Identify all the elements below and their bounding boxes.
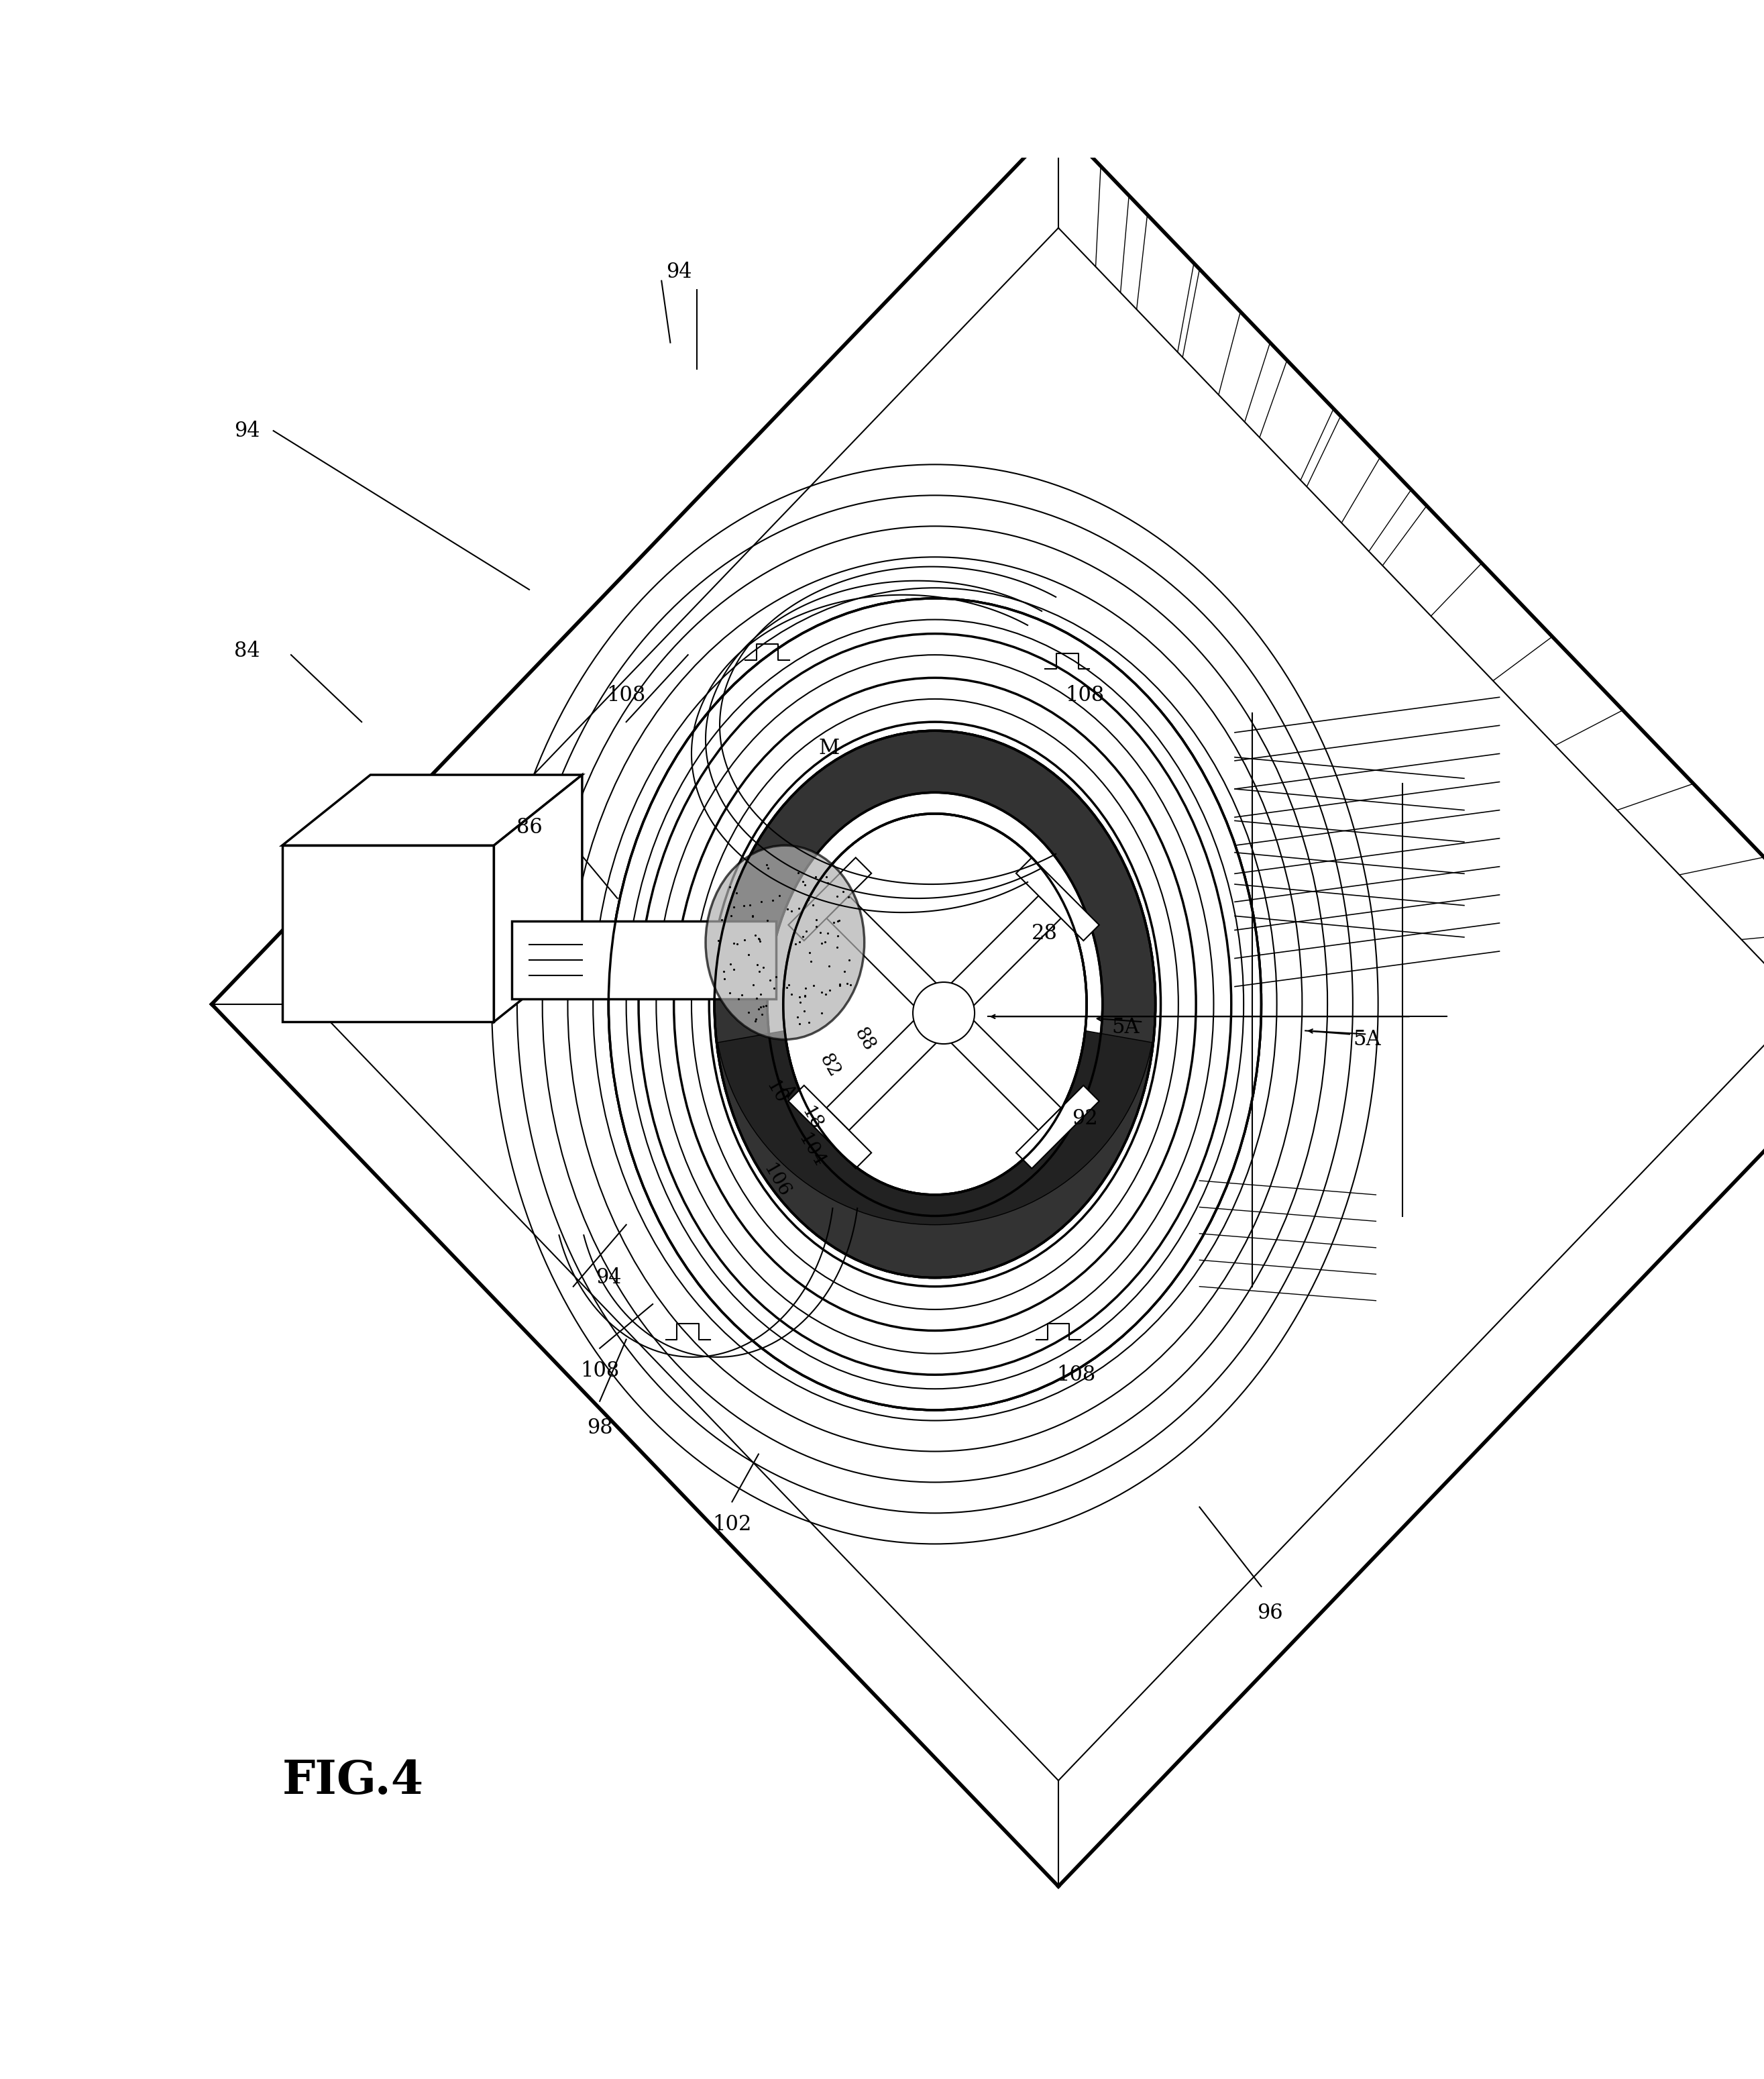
Text: 96: 96 <box>1258 1603 1282 1624</box>
Text: 5A: 5A <box>1353 1029 1381 1050</box>
Polygon shape <box>512 921 776 998</box>
Polygon shape <box>827 896 954 1025</box>
Ellipse shape <box>609 599 1261 1410</box>
Ellipse shape <box>706 846 864 1040</box>
Ellipse shape <box>656 655 1214 1353</box>
Polygon shape <box>789 1085 871 1168</box>
Text: 86: 86 <box>517 817 542 838</box>
Polygon shape <box>1016 857 1099 940</box>
Polygon shape <box>1016 1085 1099 1168</box>
Polygon shape <box>282 775 582 846</box>
Text: 92: 92 <box>1073 1108 1097 1129</box>
Text: 84: 84 <box>235 640 259 661</box>
Polygon shape <box>933 896 1060 1025</box>
Text: 98: 98 <box>587 1418 612 1439</box>
Ellipse shape <box>626 620 1244 1389</box>
Text: 104: 104 <box>796 1131 827 1170</box>
Ellipse shape <box>709 721 1161 1287</box>
Wedge shape <box>718 1004 1152 1225</box>
Polygon shape <box>789 857 871 940</box>
Text: 82: 82 <box>815 1052 843 1081</box>
Ellipse shape <box>691 699 1178 1310</box>
Text: 28: 28 <box>1032 923 1057 944</box>
Ellipse shape <box>609 599 1261 1410</box>
Text: 10: 10 <box>762 1077 790 1108</box>
Polygon shape <box>494 775 582 1023</box>
Text: FIG.4: FIG.4 <box>282 1759 423 1802</box>
Text: 5A: 5A <box>1111 1017 1140 1037</box>
Ellipse shape <box>674 678 1196 1331</box>
Polygon shape <box>933 1002 1060 1131</box>
Text: 94: 94 <box>235 420 259 441</box>
Text: 94: 94 <box>596 1268 621 1289</box>
Text: 108: 108 <box>1065 686 1104 707</box>
Text: 94: 94 <box>667 262 691 283</box>
Text: 108: 108 <box>607 686 646 707</box>
Text: 18: 18 <box>797 1104 826 1133</box>
Ellipse shape <box>639 634 1231 1374</box>
Text: 106: 106 <box>760 1160 792 1200</box>
Ellipse shape <box>914 981 975 1044</box>
Ellipse shape <box>783 813 1087 1195</box>
Text: 102: 102 <box>713 1514 751 1534</box>
Text: M: M <box>818 738 840 759</box>
Polygon shape <box>282 846 494 1023</box>
Text: 108: 108 <box>580 1362 619 1383</box>
Text: 108: 108 <box>1057 1364 1095 1385</box>
Polygon shape <box>827 1002 954 1131</box>
Text: A: A <box>778 1081 799 1100</box>
Ellipse shape <box>767 792 1102 1216</box>
Ellipse shape <box>714 730 1155 1279</box>
Text: 88: 88 <box>850 1025 878 1054</box>
